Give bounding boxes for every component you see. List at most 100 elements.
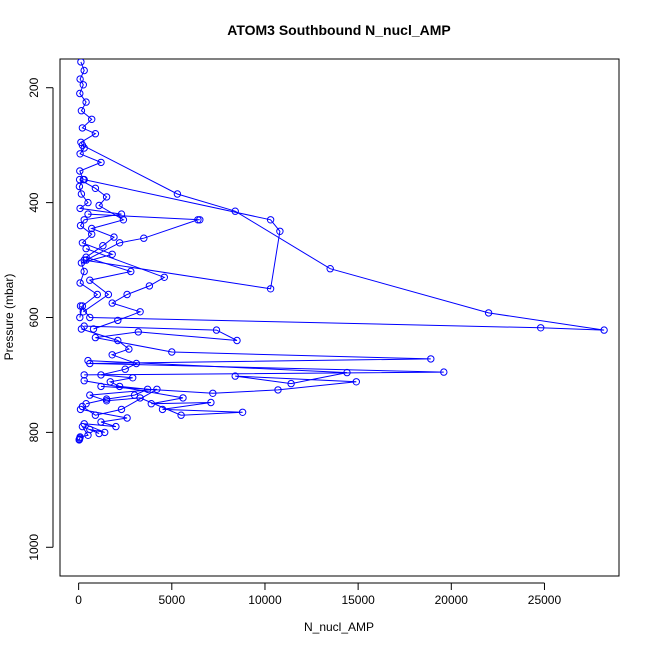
series-line xyxy=(80,144,605,331)
series-line xyxy=(78,61,122,318)
data-point xyxy=(79,81,88,89)
data-point xyxy=(112,422,120,431)
data-point xyxy=(287,379,295,388)
data-point xyxy=(130,391,139,399)
chart-title: ATOM3 Southbound N_nucl_AMP xyxy=(227,22,450,38)
data-point xyxy=(352,378,360,386)
data-point xyxy=(196,216,204,224)
data-point xyxy=(231,372,239,380)
data-point xyxy=(266,285,275,293)
plot-frame xyxy=(59,58,620,577)
data-point xyxy=(80,216,88,224)
data-point xyxy=(134,328,143,336)
data-point xyxy=(484,309,493,317)
data-point xyxy=(209,389,217,397)
data-point xyxy=(97,418,105,426)
data-point xyxy=(153,385,161,393)
series-line xyxy=(79,179,133,313)
data-point xyxy=(88,230,96,238)
data-point xyxy=(117,405,126,414)
data-point xyxy=(537,324,545,332)
data-point xyxy=(79,308,88,316)
data-point xyxy=(123,414,131,422)
data-point xyxy=(114,336,122,345)
data-point xyxy=(114,316,122,325)
data-point xyxy=(125,345,133,353)
data-point xyxy=(119,216,128,224)
x-axis-label: N_nucl_AMP xyxy=(304,620,374,634)
data-point xyxy=(78,124,87,132)
data-point xyxy=(173,190,182,198)
series-line xyxy=(85,213,200,261)
data-point xyxy=(108,299,116,307)
data-point xyxy=(75,182,84,191)
data-point xyxy=(266,216,275,224)
data-point xyxy=(129,374,137,382)
data-point xyxy=(88,224,96,233)
data-point xyxy=(233,336,241,345)
data-point xyxy=(123,290,131,299)
plot-area xyxy=(75,59,608,444)
data-point xyxy=(104,290,113,299)
data-point xyxy=(440,368,448,376)
y-tick-label: 800 xyxy=(27,422,41,442)
data-point xyxy=(78,239,87,247)
data-point xyxy=(78,422,87,431)
data-point xyxy=(136,308,144,316)
data-point xyxy=(78,141,87,149)
data-point xyxy=(76,405,85,414)
data-point xyxy=(89,325,98,333)
data-point xyxy=(274,386,282,394)
series-line xyxy=(84,325,444,376)
y-axis-label: Pressure (mbar) xyxy=(2,274,16,361)
y-tick-label: 1000 xyxy=(27,534,41,561)
data-point xyxy=(76,279,84,287)
y-tick-label: 600 xyxy=(27,307,41,327)
data-point xyxy=(76,313,84,322)
data-point xyxy=(80,66,88,75)
data-point xyxy=(102,395,111,403)
data-point xyxy=(80,267,88,276)
data-point xyxy=(77,190,86,198)
data-point xyxy=(80,377,88,385)
x-tick-label: 15000 xyxy=(341,593,375,607)
data-point xyxy=(147,400,156,408)
data-point xyxy=(82,244,90,253)
data-point xyxy=(115,239,124,247)
data-point xyxy=(84,356,92,365)
data-point xyxy=(91,184,100,193)
data-point xyxy=(168,348,176,356)
data-point xyxy=(145,282,154,290)
data-point xyxy=(99,242,107,250)
data-point xyxy=(84,198,92,207)
data-point xyxy=(95,429,103,438)
data-point xyxy=(78,302,87,310)
y-axis: 200 400 600 800 1000 xyxy=(27,77,54,561)
data-point xyxy=(91,130,100,138)
data-point xyxy=(106,378,115,386)
x-tick-label: 0 xyxy=(75,593,82,607)
data-point xyxy=(76,221,85,230)
data-point xyxy=(177,411,185,419)
x-tick-label: 20000 xyxy=(435,593,469,607)
data-point xyxy=(75,436,83,444)
data-point xyxy=(82,253,90,261)
data-point xyxy=(194,216,202,224)
data-point xyxy=(179,394,187,402)
data-point xyxy=(108,351,116,359)
data-point xyxy=(108,250,116,259)
data-point xyxy=(427,355,435,363)
data-point xyxy=(86,391,94,399)
data-point xyxy=(343,368,351,377)
data-point xyxy=(207,398,215,407)
data-point xyxy=(82,400,90,408)
data-point xyxy=(121,365,129,373)
y-tick-label: 200 xyxy=(27,77,41,97)
series-line xyxy=(84,179,281,290)
data-point xyxy=(76,167,84,175)
data-point xyxy=(86,313,94,322)
data-point xyxy=(76,204,84,213)
data-point xyxy=(95,201,103,210)
data-point xyxy=(238,408,247,416)
x-axis: 0 5000 10000 15000 20000 25000 xyxy=(75,582,561,607)
